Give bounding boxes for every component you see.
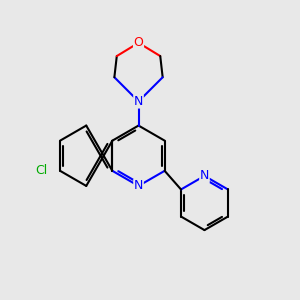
Text: N: N <box>134 179 143 192</box>
Text: N: N <box>200 169 209 182</box>
Text: N: N <box>134 95 143 108</box>
Text: O: O <box>134 36 143 49</box>
Text: Cl: Cl <box>35 164 47 177</box>
